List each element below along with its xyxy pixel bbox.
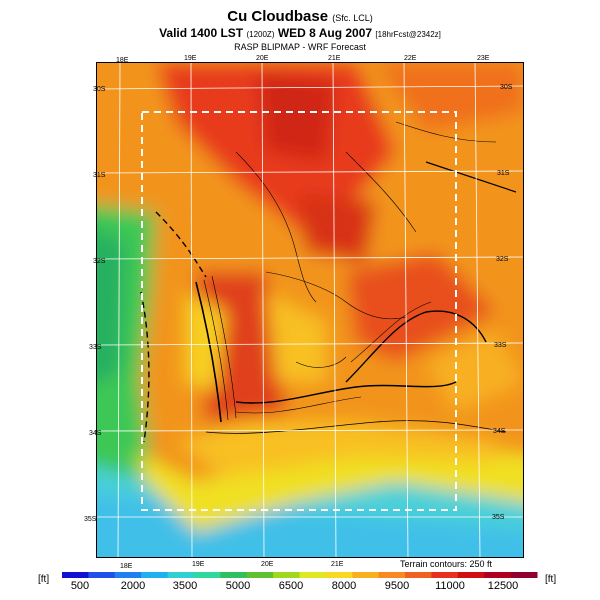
colorbar-swatch <box>484 572 512 578</box>
colorbar-swatch <box>378 572 406 578</box>
lon-label-bottom: 19E <box>192 561 205 568</box>
colorbar-swatch <box>220 572 248 578</box>
colorbar-swatch <box>457 572 485 578</box>
lon-label-top: 19E <box>184 55 197 62</box>
lat-label-left: 33S <box>89 344 102 351</box>
lat-label-right: 32S <box>496 256 509 263</box>
map-title: Cu Cloudbase (Sfc. LCL) <box>227 8 373 25</box>
inner-domain-boundary <box>141 111 457 511</box>
lat-label-left: 34S <box>89 430 102 437</box>
lon-label-top: 21E <box>328 55 341 62</box>
lon-label-top: 23E <box>477 55 490 62</box>
colorbar-swatch <box>246 572 274 578</box>
colorbar-swatch <box>62 572 89 578</box>
lat-label-right: 34S <box>493 428 506 435</box>
colorbar-swatch <box>325 572 353 578</box>
forecast-map <box>96 62 524 558</box>
colorbar-swatch <box>114 572 142 578</box>
colorbar-tick-label: 11000 <box>435 580 465 592</box>
lon-label-bottom: 18E <box>120 563 133 570</box>
map-title-sub: (Sfc. LCL) <box>332 13 373 23</box>
colorbar-swatch <box>167 572 195 578</box>
colorbar-swatch <box>141 572 169 578</box>
colorbar-swatch <box>352 572 380 578</box>
lon-label-top: 18E <box>116 57 129 64</box>
terrain-contours <box>140 121 517 443</box>
lon-label-bottom: 20E <box>261 561 274 568</box>
lon-label-bottom: 21E <box>331 561 344 568</box>
colorbar-swatch <box>273 572 300 578</box>
colorbar-swatch <box>299 572 327 578</box>
lat-label-left: 32S <box>93 258 106 265</box>
colorbar-tick-label: 5000 <box>225 580 251 592</box>
colorbar-tick-label: 6500 <box>278 580 304 592</box>
lat-label-left: 30S <box>93 86 106 93</box>
lat-label-right: 31S <box>497 170 510 177</box>
lon-label-top: 20E <box>256 55 269 62</box>
colorbar <box>62 572 538 578</box>
colorbar-tick-label: 12500 <box>487 580 519 592</box>
colorbar-swatch <box>405 572 432 578</box>
colorbar-tick-label: 500 <box>70 580 90 592</box>
valid-time: Valid 1400 LST (1200Z) WED 8 Aug 2007 [1… <box>159 26 441 40</box>
colorbar-tick-label: 8000 <box>331 580 357 592</box>
graticule <box>96 62 524 558</box>
colorbar-unit-left: [ft] <box>38 574 50 585</box>
model-name: RASP BLIPMAP - WRF Forecast <box>234 42 366 52</box>
colorbar-tick-label: 9500 <box>384 580 410 592</box>
colorbar-tick-label: 3500 <box>172 580 198 592</box>
lat-label-left: 35S <box>84 516 97 523</box>
lat-label-left: 31S <box>93 172 106 179</box>
colorbar-tick-label: 2000 <box>120 580 146 592</box>
lat-label-right: 35S <box>492 514 505 521</box>
colorbar-swatch <box>431 572 459 578</box>
terrain-contour-note: Terrain contours: 250 ft <box>400 559 493 569</box>
colorbar-swatch <box>193 572 221 578</box>
lat-label-right: 30S <box>500 84 513 91</box>
cloudbase-field <box>96 62 524 558</box>
colorbar-swatch <box>88 572 116 578</box>
colorbar-swatches <box>62 572 538 578</box>
colorbar-swatch <box>510 572 538 578</box>
lon-label-top: 22E <box>404 55 417 62</box>
lat-label-right: 33S <box>494 342 507 349</box>
colorbar-unit-right: [ft] <box>545 574 557 585</box>
